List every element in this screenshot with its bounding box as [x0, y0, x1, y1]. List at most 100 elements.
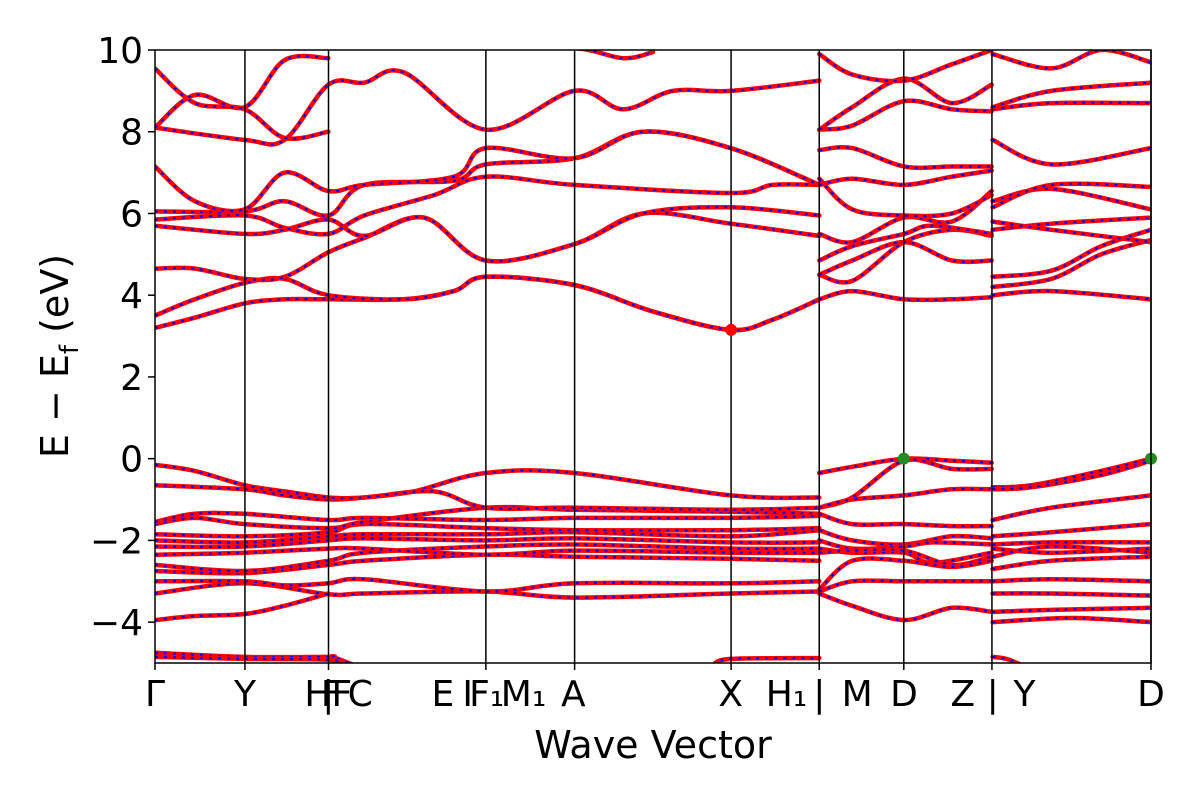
band-40-solid — [817, 227, 994, 285]
y-tick-label-6: 8 — [120, 113, 143, 154]
band-64-dashed — [992, 228, 1151, 278]
band-24-solid — [155, 68, 822, 147]
x-tick-label-15: D — [890, 674, 918, 715]
x-tick-label-18: Y — [1013, 674, 1037, 715]
band-56-solid — [990, 544, 1151, 559]
band-60-solid — [990, 605, 1151, 615]
y-tick-label-0: −4 — [90, 603, 143, 644]
x-tick-label-11: X — [718, 674, 743, 715]
band-66-dashed — [992, 220, 1151, 244]
band-61-solid — [990, 615, 1151, 625]
band-57-solid — [990, 554, 1151, 572]
x-tick-label-16: Z — [950, 674, 975, 715]
x-tick-label-2: HF — [304, 674, 352, 715]
band-52-dashed — [992, 494, 1151, 522]
band-16-solid — [155, 462, 822, 513]
band-45-solid — [817, 168, 994, 188]
band-19-dashed — [155, 211, 820, 282]
x-tick-label-8: F₁ — [469, 674, 504, 715]
band-38-solid — [817, 591, 994, 623]
band-33-solid — [817, 538, 994, 552]
band-40-dashed — [818, 228, 992, 284]
band-17-solid — [155, 274, 822, 333]
band-6-solid — [155, 576, 822, 594]
band-70-solid — [990, 100, 1151, 112]
band-24-dashed — [155, 69, 820, 146]
band-14-solid — [155, 510, 822, 525]
band-72-dashed — [992, 50, 1151, 70]
band-48-dashed — [818, 77, 993, 131]
y-tick-label-4: 4 — [120, 276, 143, 317]
band-65-solid — [990, 215, 1151, 233]
band-31-solid — [817, 511, 994, 529]
y-tick-label-5: 6 — [120, 194, 143, 235]
band-26-dashed — [155, 54, 329, 129]
y-tick-label-1: −2 — [90, 521, 143, 562]
band-20-dashed — [155, 206, 820, 263]
band-60-dashed — [992, 606, 1151, 613]
x-tick-label-13: | — [813, 674, 825, 715]
x-tick-label-6: E — [431, 674, 454, 715]
x-tick-label-10: A — [561, 674, 586, 715]
x-axis-label: Wave Vector — [534, 723, 772, 767]
band-39-solid — [817, 288, 994, 303]
band-48-solid — [817, 76, 994, 132]
y-axis-ticks: −4 −2 0 2 4 6 8 10 — [90, 31, 155, 644]
x-tick-label-17: | — [987, 674, 999, 715]
band-23-dashed — [155, 130, 820, 213]
band-27-dashed — [582, 50, 654, 60]
x-tick-label-4: F — [322, 674, 343, 715]
kpoint-lines — [244, 50, 1152, 663]
band-58-solid — [990, 576, 1151, 584]
plot-frame — [154, 49, 1152, 664]
band-46-solid — [817, 144, 994, 171]
x-tick-label-9: M₁ — [501, 674, 547, 715]
band-0-solid — [155, 650, 356, 663]
band-12-solid — [155, 521, 822, 539]
extremum-marker-1 — [897, 452, 910, 465]
x-tick-label-7: I — [462, 674, 473, 715]
x-tick-label-1: Y — [233, 674, 257, 715]
y-tick-label-7: 10 — [97, 31, 143, 72]
x-tick-label-3: | — [322, 674, 334, 715]
band-36-dashed — [818, 557, 992, 591]
band-69-dashed — [992, 138, 1151, 166]
band-62-solid — [990, 288, 1151, 302]
band-67-dashed — [992, 187, 1151, 211]
band-1-dashed — [155, 655, 344, 663]
y-tick-label-2: 0 — [120, 440, 143, 481]
band-42-dashed — [818, 224, 992, 262]
band-47-solid — [817, 98, 994, 132]
band-54-dashed — [992, 541, 1151, 546]
y-tick-label-3: 2 — [120, 358, 143, 399]
band-30-solid — [817, 486, 994, 510]
band-72-solid — [990, 50, 1151, 71]
band-51-dashed — [992, 459, 1151, 491]
band-22-dashed — [155, 130, 820, 217]
band-63-dashed — [992, 238, 1151, 289]
band-59-dashed — [992, 592, 1151, 597]
band-8-dashed — [155, 543, 820, 573]
band-21-dashed — [155, 175, 820, 236]
band-69-solid — [990, 137, 1151, 167]
band-4-dashed — [155, 592, 329, 622]
band-11-dashed — [155, 529, 820, 544]
x-tick-label-5: C — [348, 674, 373, 715]
band-25-dashed — [155, 67, 329, 140]
band-59-solid — [990, 591, 1151, 598]
x-tick-label-14: M — [842, 674, 873, 715]
extrema-markers — [725, 323, 1157, 465]
band-10-dashed — [155, 537, 820, 549]
band-54-solid — [990, 540, 1151, 547]
extremum-marker-0 — [725, 323, 738, 336]
band-58-dashed — [992, 578, 1151, 583]
x-tick-label-0: Γ — [145, 674, 165, 715]
band-4-solid — [155, 591, 331, 623]
band-50-dashed — [992, 457, 1151, 489]
band-71-dashed — [992, 81, 1151, 109]
x-tick-label-12: H₁ — [766, 674, 808, 715]
y-axis-label-subscript: f — [55, 344, 85, 354]
y-axis-label: E − Ef (eV) — [33, 254, 85, 458]
